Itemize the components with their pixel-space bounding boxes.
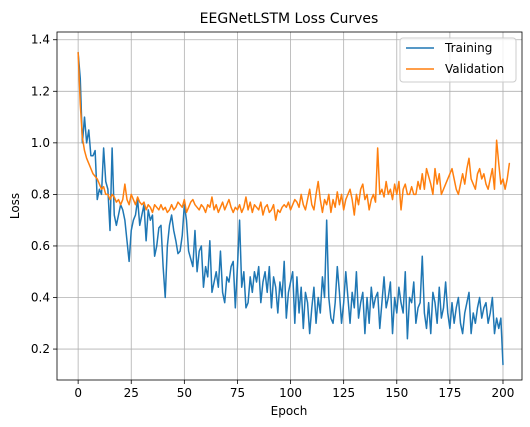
chart-title: EEGNetLSTM Loss Curves (200, 11, 379, 27)
x-tick-label: 200 (492, 386, 515, 400)
y-axis-label: Loss (8, 193, 22, 219)
series-lines (77, 51, 511, 366)
legend-label-validation: Validation (445, 62, 504, 76)
plot-frame (56, 31, 523, 381)
y-tick-label: 0.8 (31, 187, 50, 201)
x-axis-ticks: 0 25 50 75 100 125 150 175 200 (74, 380, 514, 400)
x-tick-label: 100 (279, 386, 302, 400)
x-tick-label: 125 (332, 386, 355, 400)
x-axis-label: Epoch (271, 404, 308, 418)
y-axis-ticks: 0.2 0.4 0.6 0.8 1.0 1.2 1.4 (31, 33, 57, 356)
x-tick-label: 75 (230, 386, 245, 400)
series-line-training (77, 51, 504, 366)
legend-box (399, 37, 517, 83)
y-tick-label: 1.4 (31, 33, 50, 47)
y-tick-label: 0.6 (31, 239, 50, 253)
series-line-validation (77, 51, 511, 221)
y-tick-label: 1.2 (31, 84, 50, 98)
x-tick-label: 50 (177, 386, 192, 400)
x-tick-label: 175 (438, 386, 461, 400)
legend: Training Validation (399, 37, 517, 83)
y-tick-label: 1.0 (31, 136, 50, 150)
y-tick-label: 0.2 (31, 342, 50, 356)
x-tick-label: 150 (385, 386, 408, 400)
x-tick-label: 25 (124, 386, 139, 400)
x-tick-label: 0 (74, 386, 82, 400)
legend-label-training: Training (444, 41, 492, 55)
y-tick-label: 0.4 (31, 291, 50, 305)
